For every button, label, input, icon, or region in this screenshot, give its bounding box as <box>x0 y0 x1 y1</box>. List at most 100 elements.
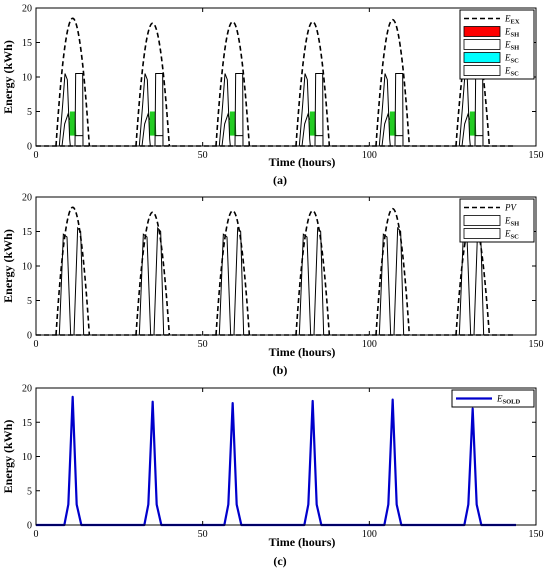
sh-outline <box>58 73 71 147</box>
day-group <box>295 20 331 147</box>
pv-dashed-line <box>55 206 91 336</box>
y-tick-label: 15 <box>22 227 32 238</box>
panel-label: (c) <box>273 554 286 568</box>
y-tick-label: 10 <box>22 262 32 273</box>
x-axis-label: Time (hours) <box>269 535 336 549</box>
legend-box <box>451 389 535 408</box>
x-tick-label: 100 <box>362 150 377 161</box>
y-axis-label: Energy (kWh) <box>1 420 15 494</box>
legend-swatch <box>463 65 501 76</box>
sh-outline <box>458 73 471 147</box>
y-tick-label: 20 <box>22 4 32 15</box>
x-tick-label: 50 <box>198 150 208 161</box>
sh-outline <box>218 73 231 147</box>
pv-dashed-line <box>215 209 251 336</box>
sh-outline <box>154 73 164 147</box>
sh-outline <box>58 233 72 336</box>
sc-fill-area <box>149 111 157 136</box>
ex-dashed-line <box>295 20 331 147</box>
day-group <box>295 209 331 336</box>
legend-swatch <box>463 39 501 50</box>
x-tick-label: 0 <box>34 150 39 161</box>
day-group <box>215 20 251 147</box>
legend-swatch <box>463 26 501 37</box>
y-axis-label: Energy (kWh) <box>1 40 15 114</box>
pv-dashed-line <box>135 211 171 336</box>
pv-dashed-line <box>375 207 411 336</box>
x-axis-label: Time (hours) <box>269 155 336 169</box>
day-group <box>455 27 491 147</box>
pv-dashed-line <box>455 216 491 336</box>
sh-outline <box>298 73 311 147</box>
legend-swatch <box>463 215 501 226</box>
y-tick-label: 5 <box>27 107 32 118</box>
panel-label: (b) <box>273 363 288 377</box>
y-tick-label: 15 <box>22 418 32 429</box>
y-tick-label: 20 <box>22 384 32 395</box>
sh-outline <box>378 233 392 336</box>
sc-fill-area <box>309 111 317 136</box>
day-group <box>55 17 91 147</box>
y-tick-label: 15 <box>22 38 32 49</box>
y-tick-label: 5 <box>27 486 32 497</box>
ex-dashed-line <box>215 20 251 147</box>
panel-b: 0 50 100 150 0 5 10 15 20 Time (hours) Energy (kWh… <box>1 193 544 378</box>
ex-dashed-line <box>55 17 91 147</box>
day-group <box>375 207 411 336</box>
sc-outline <box>301 112 311 147</box>
sc-outline <box>233 226 245 336</box>
ex-dashed-line <box>135 22 171 147</box>
sh-outline <box>218 233 232 336</box>
day-group <box>135 22 171 147</box>
legend-subscript: SH <box>511 32 520 39</box>
sc-fill-area <box>389 111 397 136</box>
y-axis-label: Energy (kWh) <box>1 229 15 303</box>
sh-outline <box>74 73 84 147</box>
legend-subscript: SC <box>511 234 520 241</box>
sh-outline <box>234 73 244 147</box>
x-tick-label: 50 <box>198 339 208 350</box>
sh-outline <box>394 73 404 147</box>
sold-line <box>36 395 516 527</box>
x-tick-label: 100 <box>362 339 377 350</box>
x-tick-label: 0 <box>34 339 39 350</box>
sc-outline <box>141 112 151 147</box>
legend-subscript: SH <box>511 221 520 228</box>
x-tick-label: 150 <box>529 150 544 161</box>
sc-fill-area <box>69 111 77 136</box>
legend-swatch <box>463 52 501 63</box>
x-tick-label: 150 <box>529 339 544 350</box>
sh-outline <box>138 233 152 336</box>
y-tick-label: 20 <box>22 193 32 204</box>
sc-fill-area <box>229 111 237 136</box>
sc-fill-area <box>469 111 477 136</box>
sc-outline <box>381 112 391 147</box>
panel-label: (a) <box>273 173 287 187</box>
day-group <box>375 18 411 147</box>
sc-outline <box>61 112 71 147</box>
day-group <box>215 209 251 336</box>
x-tick-label: 0 <box>34 529 39 540</box>
ex-dashed-line <box>375 18 411 147</box>
legend-swatch <box>463 228 501 239</box>
x-tick-label: 100 <box>362 529 377 540</box>
legend-subscript: SC <box>511 71 520 78</box>
legend-label: PV <box>504 203 517 213</box>
day-group <box>135 211 171 336</box>
plot-frame <box>35 387 537 526</box>
x-tick-label: 50 <box>198 529 208 540</box>
sh-outline <box>298 233 312 336</box>
ex-dashed-line <box>455 27 491 147</box>
panel-c: 0 50 100 150 0 5 10 15 20 Time (hours) Energy (kWh… <box>1 384 544 569</box>
legend-subscript: SOLD <box>503 399 521 406</box>
sh-outline <box>314 73 324 147</box>
sc-outline <box>221 112 231 147</box>
x-tick-label: 150 <box>529 529 544 540</box>
sc-outline <box>393 226 405 336</box>
x-axis-label: Time (hours) <box>269 345 336 359</box>
pv-dashed-line <box>295 209 331 336</box>
y-tick-label: 0 <box>27 142 32 153</box>
y-tick-label: 10 <box>22 452 32 463</box>
legend-subscript: SH <box>511 45 520 52</box>
